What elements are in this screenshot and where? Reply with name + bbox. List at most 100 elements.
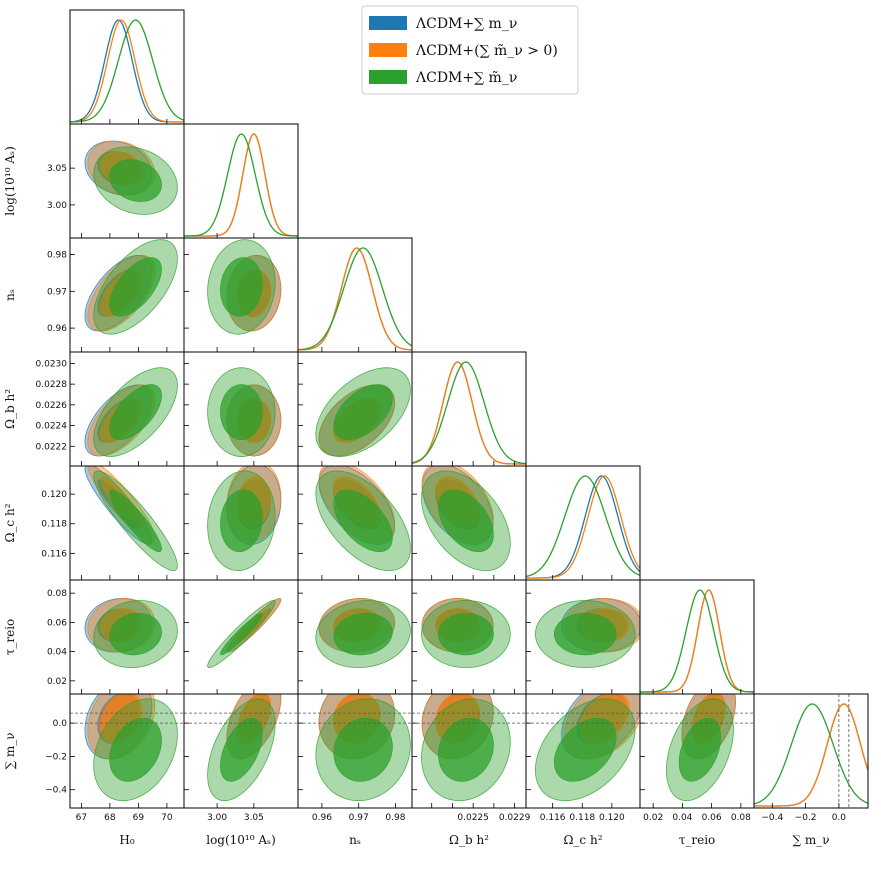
x-axis-label-ns: nₛ (349, 833, 361, 847)
x-tick-label: 67 (76, 813, 87, 823)
legend: ΛCDM+∑ m_ν ΛCDM+(∑ m̃_ν > 0) ΛCDM+∑ m̃_ν (361, 5, 579, 95)
y-tick-label: 0.97 (47, 287, 67, 297)
y-tick-label: 0.0 (53, 719, 68, 729)
legend-label-3: ΛCDM+∑ m̃_ν (415, 70, 517, 86)
panel-mnu-Obh2: 0.0225 0.0229 (411, 693, 531, 823)
panel-content (207, 239, 282, 335)
x-axis-label-Och2: Ω_c h² (563, 833, 602, 847)
panel-content (184, 133, 298, 237)
panel-content (207, 367, 282, 457)
x-tick-label: 68 (104, 813, 116, 823)
marginal-curve-1 (526, 475, 640, 579)
y-tick-label: 0.118 (41, 520, 67, 530)
x-tick-label: −0.2 (795, 813, 817, 823)
y-tick-label: 0.0226 (36, 401, 68, 411)
x-tick-label: 0.02 (643, 813, 663, 823)
legend-label-1: ΛCDM+∑ m_ν (415, 16, 517, 32)
marginal-curve-2 (298, 247, 412, 351)
panel-content (412, 694, 526, 802)
panel-tau-Och2 (525, 579, 641, 695)
panel-ns-H0: 0.96 0.97 0.98 (47, 237, 185, 353)
panel-logAs-logAs (183, 123, 299, 239)
panel-content (534, 598, 640, 669)
panel-logAs-H0: 3.00 3.05 (47, 123, 185, 239)
panel-content (315, 598, 411, 669)
marginal-curve-3 (412, 361, 526, 465)
x-axis-label-mnu: ∑ m_ν (792, 833, 829, 847)
x-tick-label: 0.0 (832, 813, 847, 823)
panel-content (526, 694, 640, 802)
panel-content (84, 140, 178, 215)
panel-content (70, 19, 184, 123)
panel-content (754, 694, 868, 808)
panel-content (315, 367, 411, 457)
panel-Och2-logAs (183, 465, 299, 581)
panel-content (84, 466, 178, 572)
marginal-curve-1 (70, 19, 184, 123)
x-axis-label-H0: H₀ (119, 833, 134, 847)
contour-68-series-3 (220, 384, 263, 440)
marginal-curve-2 (526, 475, 640, 579)
panel-Obh2-H0: 0.0222 0.0224 0.0226 0.0228 0.0230 (36, 351, 185, 467)
contour-68-series-3 (220, 717, 263, 782)
y-tick-label: 0.96 (47, 324, 67, 334)
marginal-curve-3 (640, 589, 754, 693)
x-tick-label: 0.08 (731, 813, 751, 823)
panel-mnu-Och2: 0.116 0.118 0.120 (525, 693, 641, 823)
contour-68-series-3 (438, 717, 494, 782)
contour-68-series-3 (438, 489, 494, 552)
panel-mnu-logAs: 3.00 3.05 (183, 693, 299, 823)
y-axis-label-ns: nₛ (3, 289, 17, 301)
panel-content (84, 367, 178, 457)
y-tick-label: 0.06 (47, 618, 67, 628)
x-tick-label: 0.98 (385, 813, 405, 823)
panel-Och2-ns (297, 465, 413, 581)
x-tick-label: 69 (133, 813, 145, 823)
panel-content (640, 694, 754, 802)
x-tick-label: 0.96 (312, 813, 332, 823)
panel-content (207, 466, 282, 572)
contour-68-series-3 (220, 257, 263, 317)
panel-ns-logAs (183, 237, 299, 353)
contour-68-series-3 (438, 612, 494, 656)
contour-68-series-3 (109, 489, 162, 553)
contour-68-series-3 (333, 489, 393, 553)
panel-tau-ns (297, 579, 413, 695)
x-tick-label: 0.97 (349, 813, 369, 823)
x-tick-label: 0.0225 (457, 813, 489, 823)
x-tick-label: 70 (161, 813, 173, 823)
legend-swatch-3 (369, 70, 407, 84)
panel-Obh2-logAs (183, 351, 299, 467)
contour-68-series-3 (553, 612, 617, 656)
x-axis-label-Obh2: Ω_b h² (449, 833, 489, 847)
y-tick-label: 0.0222 (36, 442, 68, 452)
legend-label-2: ΛCDM+(∑ m̃_ν > 0) (415, 43, 558, 59)
marginal-curve-3 (526, 475, 640, 578)
panel-content (184, 694, 298, 802)
y-tick-label: −0.2 (45, 752, 67, 762)
contour-68-series-3 (333, 384, 393, 440)
panel-content (315, 466, 411, 572)
panel-Och2-Obh2 (411, 465, 527, 581)
x-axis-label-logAs: log(10¹⁰ Aₛ) (206, 833, 276, 847)
x-tick-label: 0.116 (540, 813, 566, 823)
panel-content (640, 589, 754, 693)
contour-68-series-3 (109, 257, 162, 317)
marginal-curve-3 (184, 133, 298, 237)
y-tick-label: 0.02 (47, 677, 67, 687)
contour-68-series-3 (333, 717, 393, 782)
legend-swatch-1 (369, 16, 407, 30)
legend-swatch-2 (369, 43, 407, 57)
panel-mnu-ns: 0.96 0.97 0.98 (297, 693, 413, 823)
x-tick-label: −0.4 (761, 813, 783, 823)
x-tick-label: 0.120 (599, 813, 625, 823)
marginal-curve-1 (298, 247, 412, 351)
panel-Obh2-Obh2 (411, 351, 527, 467)
y-tick-label: 3.05 (47, 164, 67, 174)
y-tick-label: 0.0228 (36, 380, 68, 390)
marginal-curve-2 (70, 19, 184, 123)
y-tick-label: 0.98 (47, 251, 67, 261)
panel-Obh2-ns (297, 351, 413, 467)
x-tick-label: 0.118 (569, 813, 595, 823)
marginal-curve-2 (184, 133, 298, 237)
